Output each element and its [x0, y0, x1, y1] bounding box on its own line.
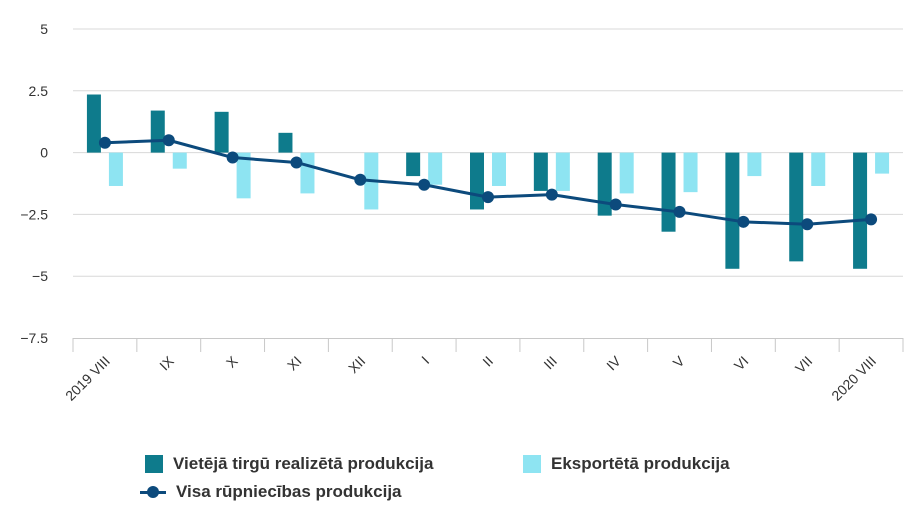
bar-export[interactable]	[428, 152, 443, 185]
legend-item-total[interactable]: Visa rūpniecības produkcija	[140, 482, 402, 502]
bar-export[interactable]	[619, 152, 634, 194]
bar-export[interactable]	[236, 152, 251, 199]
legend-item-domestic[interactable]: Vietējā tirgū realizētā produkcija	[145, 454, 433, 474]
bar-domestic[interactable]	[853, 152, 868, 269]
y-tick-label: 5	[40, 21, 48, 37]
bar-domestic[interactable]	[214, 111, 229, 153]
bar-export[interactable]	[492, 152, 506, 186]
bar-export[interactable]	[683, 152, 698, 193]
bar-domestic[interactable]	[150, 110, 165, 153]
legend-swatch-export	[523, 455, 541, 473]
bar-domestic[interactable]	[406, 152, 421, 177]
legend-label-export: Eksportētā produkcija	[551, 454, 730, 473]
point-total[interactable]	[609, 198, 622, 211]
point-total[interactable]	[98, 136, 111, 149]
point-total[interactable]	[673, 205, 686, 218]
bars	[86, 94, 890, 269]
x-tick-label: III	[540, 353, 560, 373]
combo-chart: 52.50−2.5−5−7.5 2019 VIII IX X XI XII I II III I…	[20, 21, 904, 404]
legend-label-total: Visa rūpniecības produkcija	[176, 482, 402, 501]
bar-domestic[interactable]	[278, 132, 293, 153]
x-tick-label: IX	[156, 352, 177, 373]
point-total[interactable]	[545, 188, 558, 201]
point-total[interactable]	[290, 156, 303, 169]
legend-label-domestic: Vietējā tirgū realizētā produkcija	[173, 454, 434, 473]
point-total[interactable]	[865, 213, 878, 226]
bar-export[interactable]	[811, 152, 826, 186]
bar-domestic[interactable]	[470, 152, 484, 210]
x-tick-label: 2019 VIII	[62, 353, 113, 404]
point-total[interactable]	[226, 151, 239, 164]
line-series	[98, 134, 878, 231]
bar-export[interactable]	[300, 152, 315, 194]
bar-export[interactable]	[555, 152, 570, 191]
bar-domestic[interactable]	[725, 152, 740, 269]
legend-line-icon	[140, 483, 166, 501]
x-tick-label: X	[223, 352, 241, 370]
bar-export[interactable]	[875, 152, 890, 174]
bar-export[interactable]	[108, 152, 123, 186]
y-tick-label: 0	[40, 145, 48, 161]
x-tick-label: VI	[731, 353, 752, 374]
y-tick-label: 2.5	[29, 83, 49, 99]
legend-swatch-domestic	[145, 455, 163, 473]
bar-domestic[interactable]	[597, 152, 612, 216]
x-tick-label: IV	[603, 352, 624, 373]
x-tick-label: II	[479, 353, 496, 370]
legend-item-export[interactable]: Eksportētā produkcija	[523, 454, 730, 474]
bar-domestic[interactable]	[789, 152, 804, 262]
bar-export[interactable]	[747, 152, 762, 177]
x-tick-label: 2020 VIII	[828, 353, 879, 404]
point-total[interactable]	[737, 215, 750, 228]
x-tick-label: I	[418, 353, 432, 367]
x-tick-label: XII	[345, 353, 368, 376]
bar-domestic[interactable]	[661, 152, 676, 232]
point-total[interactable]	[162, 134, 175, 147]
y-axis-ticks: 5 2.5 0 −2.5 −5 −7.5	[20, 21, 48, 346]
y-tick-label: −2.5	[20, 206, 48, 222]
y-tick-label: −7.5	[20, 330, 48, 346]
x-axis-ticks: 2019 VIII IX X XI XII I II III IV V VI VII 2020 VIII	[62, 352, 879, 403]
point-total[interactable]	[801, 218, 814, 231]
x-tick-label: XI	[284, 353, 305, 374]
bar-domestic[interactable]	[86, 94, 101, 153]
x-axis	[72, 338, 904, 352]
bar-export[interactable]	[172, 152, 187, 169]
point-total[interactable]	[482, 191, 494, 204]
bar-domestic[interactable]	[533, 152, 548, 191]
point-total[interactable]	[418, 178, 431, 191]
x-tick-label: V	[670, 352, 688, 370]
gridlines	[73, 28, 903, 277]
y-tick-label: −5	[32, 268, 48, 284]
point-total[interactable]	[354, 173, 367, 186]
x-tick-label: VII	[792, 353, 815, 376]
